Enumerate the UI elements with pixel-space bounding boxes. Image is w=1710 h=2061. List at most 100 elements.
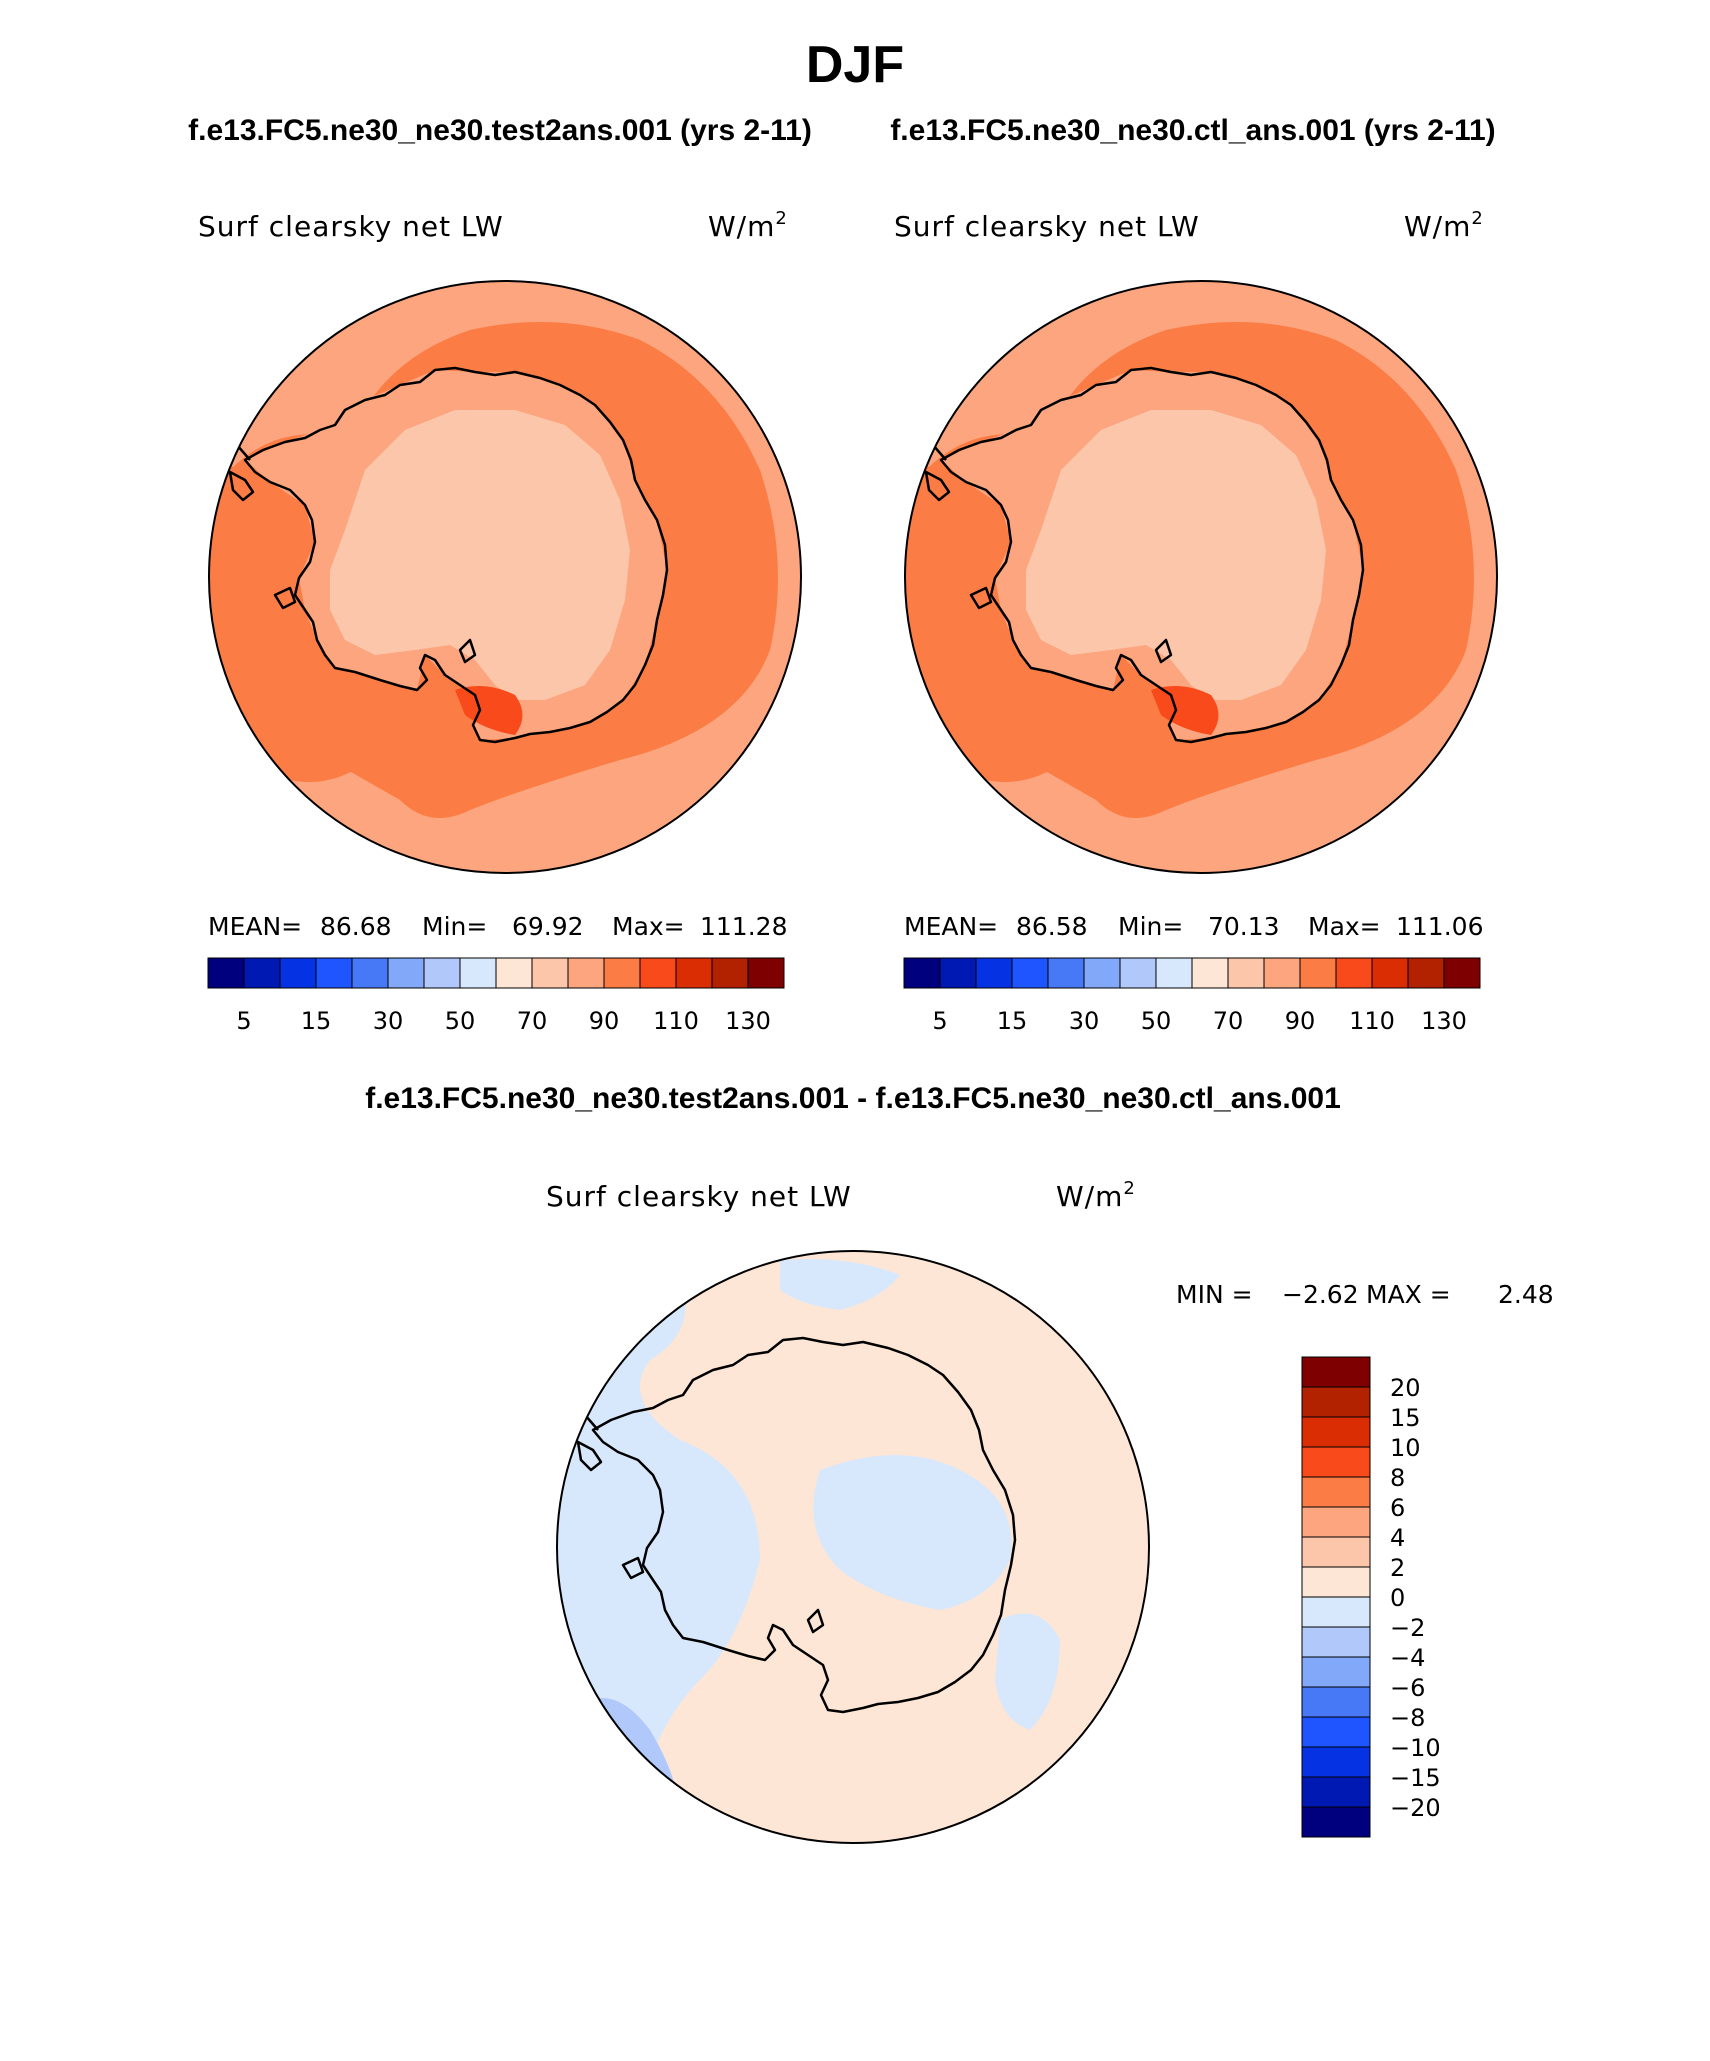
diff-max-value: 2.48 [1498,1280,1554,1309]
colorbar-right-tick-label: 130 [1421,1007,1467,1035]
colorbar-left-swatch [387,957,425,989]
left-warm-west [209,460,380,782]
colorbar-right-tick-label: 5 [932,1007,947,1035]
colorbar-left-swatch [207,957,245,989]
left-hotspot [455,686,523,735]
colorbar-diff-swatch [1301,1356,1371,1388]
colorbar-diff-swatch [1301,1476,1371,1508]
colorbar-diff-tick-label: 8 [1390,1464,1405,1492]
colorbar-left-tick-label: 110 [653,1007,699,1035]
diff-variable-label: Surf clearsky net LW [546,1180,852,1213]
colorbar-diff-tick-label: −20 [1390,1794,1441,1822]
right-min-label: Min= [1118,912,1183,941]
left-mean-label: MEAN= [208,912,302,941]
colorbar-left-swatch [495,957,533,989]
colorbar-diff-swatch [1301,1386,1371,1418]
right-min-value: 70.13 [1208,912,1280,941]
colorbar-left-swatch [531,957,569,989]
colorbar-right-tick-label: 110 [1349,1007,1395,1035]
colorbar-diff-tick-label: 2 [1390,1554,1405,1582]
colorbar-diff-swatch [1301,1806,1371,1838]
colorbar-diff-swatch [1301,1446,1371,1478]
colorbar-left-tick-label: 70 [517,1007,548,1035]
colorbar-diff-swatch [1301,1416,1371,1448]
left-min-label: Min= [422,912,487,941]
colorbar-right-swatch [1263,957,1301,989]
colorbar-diff-tick-label: −2 [1390,1614,1425,1642]
colorbar-diff-tick-label: 0 [1390,1584,1405,1612]
colorbar-left-swatch [459,957,497,989]
colorbar-right-swatch [1119,957,1157,989]
colorbar-left-tick-label: 50 [445,1007,476,1035]
colorbar-left-swatch [603,957,641,989]
left-interior [330,410,630,700]
figure-title: DJF [806,36,904,94]
diff-min-value: −2.62 [1282,1280,1359,1309]
right-map-rim [904,280,1498,874]
colorbar-diff-tick-label: −6 [1390,1674,1425,1702]
colorbar-diff-tick-label: −4 [1390,1644,1425,1672]
left-map-rim [208,280,802,874]
colorbar-left-swatch [675,957,713,989]
map-diff [557,1251,1149,1843]
colorbar-diff-swatch [1301,1596,1371,1628]
colorbar-diff-tick-label: 6 [1390,1494,1405,1522]
colorbar-right-swatch [1443,957,1481,989]
right-variable-label: Surf clearsky net LW [894,210,1200,243]
colorbar-diff-swatch [1301,1776,1371,1808]
colorbar-right-swatch [903,957,941,989]
case-title-diff: f.e13.FC5.ne30_ne30.test2ans.001 - f.e13… [365,1082,1341,1115]
colorbar-left-tick-label: 130 [725,1007,771,1035]
colorbar-right-swatch [1047,957,1085,989]
colorbar-diff-tick-label: 4 [1390,1524,1405,1552]
map-right [905,281,1497,873]
right-interior [1026,410,1326,700]
left-variable-label: Surf clearsky net LW [198,210,504,243]
colorbar-left-swatch [315,957,353,989]
colorbar-diff-tick-label: 20 [1390,1374,1421,1402]
diff-negative-interior [813,1455,1012,1610]
left-max-value: 111.28 [700,912,787,941]
right-mean-label: MEAN= [904,912,998,941]
colorbar-left-swatch [423,957,461,989]
colorbar-diff-tick-label: −15 [1390,1764,1441,1792]
colorbar-left-swatch [639,957,677,989]
panel-right: Surf clearsky net LW W/m2 MEAN= 86.58 Mi… [894,208,1498,1035]
panel-left: Surf clearsky net LW W/m2 MEAN= 86.68 Mi… [198,208,802,1035]
diff-negative-west [557,1268,760,1813]
colorbar-left-swatch [711,957,749,989]
colorbar-right-swatch [1335,957,1373,989]
colorbar-diff-swatch [1301,1566,1371,1598]
colorbar-diff-swatch [1301,1746,1371,1778]
right-mean-value: 86.58 [1016,912,1088,941]
right-units-label: W/m2 [1404,208,1484,243]
colorbar-right-swatch [1371,957,1409,989]
colorbar-diff-swatch [1301,1506,1371,1538]
diff-negative-north [780,1259,900,1310]
colorbar-diff-swatch [1301,1686,1371,1718]
left-mean-value: 86.68 [320,912,392,941]
diff-map-rim [556,1250,1150,1844]
colorbar-right-swatch [975,957,1013,989]
colorbar-right-swatch [1083,957,1121,989]
right-hotspot [1151,686,1219,735]
diff-min-label: MIN = [1176,1280,1253,1309]
diff-max-label: MAX = [1366,1280,1451,1309]
case-title-right: f.e13.FC5.ne30_ne30.ctl_ans.001 (yrs 2-1… [890,114,1495,147]
colorbar-right: 5 15 30 50 70 90 110 130 [903,957,1481,1035]
colorbar-left-tick-label: 30 [373,1007,404,1035]
colorbar-left-swatch [567,957,605,989]
colorbar-right-swatch [1407,957,1445,989]
colorbar-left-swatch [351,957,389,989]
diff-negative-east [995,1613,1060,1730]
colorbar-right-tick-label: 50 [1141,1007,1172,1035]
left-max-label: Max= [612,912,685,941]
right-warm-west [905,460,1076,782]
colorbar-left: 5 15 30 50 70 90 110 130 [207,957,785,1035]
colorbar-diff-tick-label: 15 [1390,1404,1421,1432]
colorbar-diff-tick-label: 10 [1390,1434,1421,1462]
colorbar-right-swatch [1155,957,1193,989]
colorbar-left-tick-label: 90 [589,1007,620,1035]
